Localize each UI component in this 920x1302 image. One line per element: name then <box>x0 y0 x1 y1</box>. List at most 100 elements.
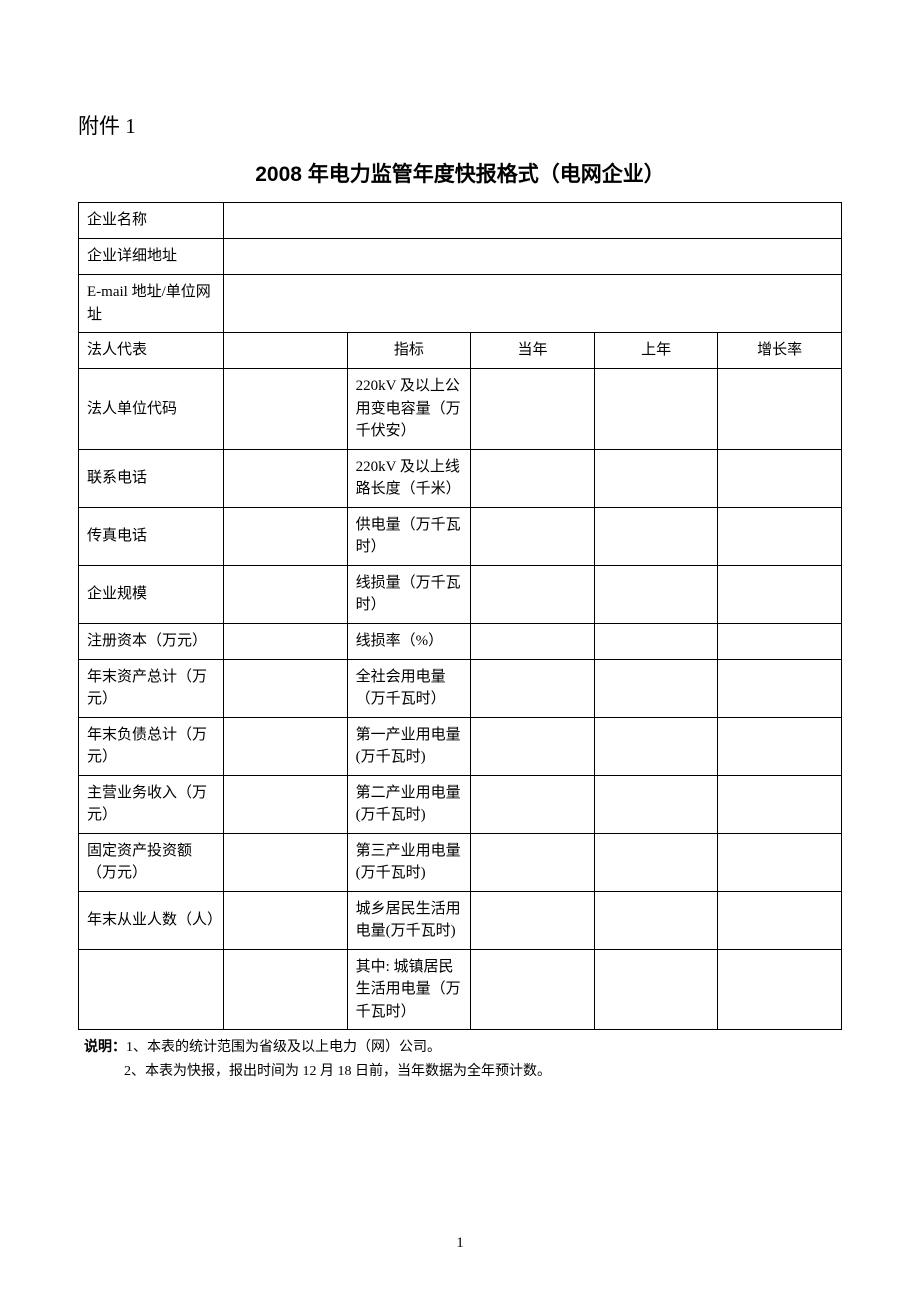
data-cell <box>471 659 595 717</box>
table-row: 主营业务收入（万元） 第二产业用电量(万千瓦时) <box>79 775 842 833</box>
document-title: 2008 年电力监管年度快报格式（电网企业） <box>78 158 842 188</box>
indicator-label: 全社会用电量（万千瓦时） <box>347 659 471 717</box>
label-total-assets: 年末资产总计（万元） <box>79 659 224 717</box>
indicator-label: 供电量（万千瓦时） <box>347 507 471 565</box>
indicator-label: 第三产业用电量(万千瓦时) <box>347 833 471 891</box>
attachment-label: 附件 1 <box>78 110 842 140</box>
data-cell <box>471 449 595 507</box>
table-row: 固定资产投资额（万元） 第三产业用电量(万千瓦时) <box>79 833 842 891</box>
data-cell <box>471 565 595 623</box>
data-cell <box>718 623 842 659</box>
table-row: 注册资本（万元） 线损率（%） <box>79 623 842 659</box>
label-fax: 传真电话 <box>79 507 224 565</box>
note-line-1: 说明：1、本表的统计范围为省级及以上电力（网）公司。 <box>84 1036 842 1060</box>
data-cell <box>718 775 842 833</box>
data-cell <box>471 623 595 659</box>
value-fax <box>224 507 348 565</box>
label-scale: 企业规模 <box>79 565 224 623</box>
data-cell <box>718 507 842 565</box>
value-phone <box>224 449 348 507</box>
label-employees: 年末从业人数（人） <box>79 891 224 949</box>
data-cell <box>594 717 718 775</box>
note-line-2: 2、本表为快报，报出时间为 12 月 18 日前，当年数据为全年预计数。 <box>84 1060 842 1084</box>
data-cell <box>594 775 718 833</box>
table-row: 联系电话 220kV 及以上线路长度（千米） <box>79 449 842 507</box>
value-company-name <box>224 203 842 239</box>
data-cell <box>718 369 842 450</box>
data-cell <box>594 507 718 565</box>
indicator-label: 220kV 及以上公用变电容量（万千伏安） <box>347 369 471 450</box>
notes-label: 说明： <box>84 1040 126 1055</box>
value-main-revenue <box>224 775 348 833</box>
value-scale <box>224 565 348 623</box>
indicator-label: 线损率（%） <box>347 623 471 659</box>
table-row: 年末负债总计（万元） 第一产业用电量(万千瓦时) <box>79 717 842 775</box>
notes-section: 说明：1、本表的统计范围为省级及以上电力（网）公司。 2、本表为快报，报出时间为… <box>78 1036 842 1084</box>
table-row: 企业规模 线损量（万千瓦时） <box>79 565 842 623</box>
table-row: 企业详细地址 <box>79 239 842 275</box>
table-row: 企业名称 <box>79 203 842 239</box>
table-row: E-mail 地址/单位网址 <box>79 275 842 333</box>
data-cell <box>718 659 842 717</box>
data-cell <box>718 565 842 623</box>
value-company-address <box>224 239 842 275</box>
label-fixed-investment: 固定资产投资额（万元） <box>79 833 224 891</box>
label-empty <box>79 949 224 1030</box>
value-reg-capital <box>224 623 348 659</box>
label-email-website: E-mail 地址/单位网址 <box>79 275 224 333</box>
indicator-label: 第二产业用电量(万千瓦时) <box>347 775 471 833</box>
table-row: 年末资产总计（万元） 全社会用电量（万千瓦时） <box>79 659 842 717</box>
label-company-address: 企业详细地址 <box>79 239 224 275</box>
data-cell <box>471 891 595 949</box>
table-row: 其中: 城镇居民生活用电量（万千瓦时） <box>79 949 842 1030</box>
indicator-label: 其中: 城镇居民生活用电量（万千瓦时） <box>347 949 471 1030</box>
label-main-revenue: 主营业务收入（万元） <box>79 775 224 833</box>
label-legal-code: 法人单位代码 <box>79 369 224 450</box>
value-total-liabilities <box>224 717 348 775</box>
data-cell <box>471 775 595 833</box>
table-row: 法人单位代码 220kV 及以上公用变电容量（万千伏安） <box>79 369 842 450</box>
data-cell <box>471 949 595 1030</box>
data-cell <box>471 717 595 775</box>
data-cell <box>594 449 718 507</box>
value-fixed-investment <box>224 833 348 891</box>
data-cell <box>718 949 842 1030</box>
value-email-website <box>224 275 842 333</box>
data-cell <box>594 623 718 659</box>
header-indicator: 指标 <box>347 333 471 369</box>
header-current-year: 当年 <box>471 333 595 369</box>
data-cell <box>594 833 718 891</box>
table-row: 法人代表 指标 当年 上年 增长率 <box>79 333 842 369</box>
label-company-name: 企业名称 <box>79 203 224 239</box>
header-prev-year: 上年 <box>594 333 718 369</box>
indicator-label: 第一产业用电量(万千瓦时) <box>347 717 471 775</box>
data-cell <box>718 833 842 891</box>
data-cell <box>594 369 718 450</box>
value-total-assets <box>224 659 348 717</box>
page-number: 1 <box>0 1235 920 1252</box>
note-2-text: 2、本表为快报，报出时间为 12 月 18 日前，当年数据为全年预计数。 <box>124 1064 551 1079</box>
label-reg-capital: 注册资本（万元） <box>79 623 224 659</box>
data-cell <box>471 507 595 565</box>
value-legal-rep <box>224 333 348 369</box>
label-total-liabilities: 年末负债总计（万元） <box>79 717 224 775</box>
label-legal-rep: 法人代表 <box>79 333 224 369</box>
data-cell <box>594 659 718 717</box>
table-row: 传真电话 供电量（万千瓦时） <box>79 507 842 565</box>
data-cell <box>594 949 718 1030</box>
data-cell <box>471 833 595 891</box>
data-cell <box>718 449 842 507</box>
value-empty <box>224 949 348 1030</box>
header-growth-rate: 增长率 <box>718 333 842 369</box>
data-cell <box>718 891 842 949</box>
note-1-text: 1、本表的统计范围为省级及以上电力（网）公司。 <box>126 1040 441 1055</box>
value-legal-code <box>224 369 348 450</box>
report-table: 企业名称 企业详细地址 E-mail 地址/单位网址 法人代表 指标 当年 上年… <box>78 202 842 1030</box>
data-cell <box>594 891 718 949</box>
data-cell <box>471 369 595 450</box>
value-employees <box>224 891 348 949</box>
data-cell <box>594 565 718 623</box>
table-row: 年末从业人数（人） 城乡居民生活用电量(万千瓦时) <box>79 891 842 949</box>
data-cell <box>718 717 842 775</box>
indicator-label: 线损量（万千瓦时） <box>347 565 471 623</box>
